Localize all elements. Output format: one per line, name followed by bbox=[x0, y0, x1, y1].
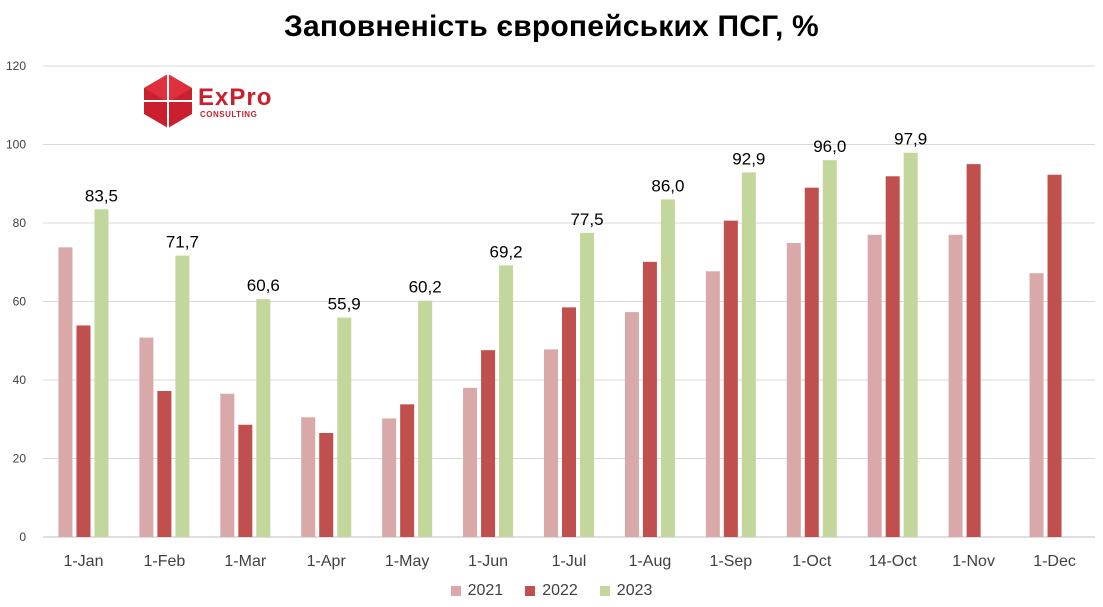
bar-2023-1-Sep bbox=[741, 172, 756, 537]
x-tick-label: 14-Oct bbox=[869, 553, 918, 570]
bar-2021-14-Oct bbox=[867, 234, 882, 537]
expro-logo: ExPro CONSULTING bbox=[140, 72, 300, 130]
x-tick-label: 1-Aug bbox=[629, 553, 672, 570]
bar-2023-1-Jul bbox=[580, 232, 594, 537]
bar-2023-1-Mar bbox=[256, 299, 271, 537]
legend-label: 2022 bbox=[542, 582, 578, 599]
y-tick-label: 40 bbox=[13, 373, 27, 387]
legend-item-2023: 2023 bbox=[599, 582, 653, 600]
data-label: 55,9 bbox=[328, 295, 361, 314]
bar-2022-1-May bbox=[400, 404, 415, 537]
bar-2022-1-Oct bbox=[804, 187, 819, 538]
bar-2023-1-Oct bbox=[822, 160, 837, 537]
bar-2022-1-Dec bbox=[1047, 174, 1062, 537]
bar-2023-1-May bbox=[418, 300, 433, 537]
bar-2022-1-Apr bbox=[319, 432, 334, 537]
y-tick-label: 60 bbox=[13, 295, 27, 309]
y-tick-label: 80 bbox=[13, 216, 27, 230]
bar-2022-1-Aug bbox=[642, 261, 657, 537]
bar-2023-1-Feb bbox=[175, 255, 190, 537]
x-tick-label: 1-Apr bbox=[307, 553, 347, 570]
x-tick-label: 1-Nov bbox=[952, 553, 995, 570]
bar-2021-1-Aug bbox=[624, 312, 639, 537]
legend-label: 2023 bbox=[616, 582, 653, 599]
bar-2022-1-Sep bbox=[723, 220, 738, 537]
bar-2023-1-Apr bbox=[337, 317, 352, 537]
data-label: 71,7 bbox=[166, 233, 199, 252]
y-tick-label: 100 bbox=[6, 138, 26, 152]
x-tick-label: 1-Jan bbox=[63, 553, 103, 570]
bar-2021-1-Sep bbox=[705, 271, 720, 537]
data-label: 60,2 bbox=[409, 278, 442, 297]
data-label: 77,5 bbox=[570, 210, 603, 229]
data-label: 60,6 bbox=[247, 276, 280, 295]
bar-2023-1-Aug bbox=[660, 199, 675, 537]
legend-item-2021: 2021 bbox=[450, 582, 504, 600]
x-tick-label: 1-Jul bbox=[552, 553, 587, 570]
data-label: 69,2 bbox=[490, 242, 523, 261]
data-label: 92,9 bbox=[732, 149, 765, 168]
x-tick-label: 1-Feb bbox=[143, 553, 185, 570]
logo-text: ExPro bbox=[198, 84, 273, 111]
x-tick-label: 1-Oct bbox=[792, 553, 832, 570]
x-tick-label: 1-Jun bbox=[468, 553, 508, 570]
bar-2022-1-Nov bbox=[966, 164, 981, 537]
bar-2021-1-Apr bbox=[301, 417, 316, 537]
bar-2021-1-May bbox=[382, 418, 397, 537]
bar-2023-1-Jan bbox=[94, 209, 109, 537]
bar-2021-1-Jan bbox=[58, 247, 73, 537]
legend-swatch bbox=[450, 586, 461, 596]
bar-2023-14-Oct bbox=[903, 152, 918, 537]
legend-label: 2021 bbox=[467, 582, 504, 599]
bar-2022-1-Jul bbox=[562, 307, 576, 537]
bar-2021-1-Nov bbox=[948, 234, 963, 537]
data-label: 83,5 bbox=[85, 186, 118, 205]
bar-2021-1-Jul bbox=[544, 349, 558, 537]
x-tick-label: 1-Dec bbox=[1033, 553, 1076, 570]
chart-legend: 2021 2022 2023 bbox=[0, 582, 1103, 600]
y-tick-label: 20 bbox=[13, 452, 27, 466]
bar-2022-14-Oct bbox=[885, 176, 900, 538]
x-tick-label: 1-Sep bbox=[709, 553, 752, 570]
data-label: 86,0 bbox=[651, 176, 684, 195]
legend-item-2022: 2022 bbox=[525, 582, 578, 600]
bar-2022-1-Feb bbox=[157, 390, 172, 537]
bar-2021-1-Mar bbox=[220, 393, 235, 537]
bar-2021-1-Dec bbox=[1029, 273, 1044, 537]
x-tick-label: 1-May bbox=[385, 553, 429, 570]
legend-swatch bbox=[525, 586, 536, 596]
y-tick-label: 0 bbox=[19, 530, 26, 544]
logo-subtext: CONSULTING bbox=[200, 110, 258, 119]
bar-2023-1-Jun bbox=[499, 265, 514, 537]
bar-2022-1-Jun bbox=[481, 350, 496, 537]
bar-2022-1-Mar bbox=[238, 424, 253, 537]
bar-2021-1-Oct bbox=[786, 243, 801, 537]
bar-2021-1-Feb bbox=[139, 337, 154, 537]
logo-cube-icon bbox=[144, 74, 192, 128]
data-label: 96,0 bbox=[813, 137, 846, 156]
x-tick-label: 1-Mar bbox=[224, 553, 266, 570]
chart-title: Заповненість європейських ПСГ, % bbox=[284, 10, 819, 43]
bar-2021-1-Jun bbox=[463, 387, 478, 537]
bar-2022-1-Jan bbox=[76, 325, 91, 537]
y-tick-label: 120 bbox=[6, 59, 26, 73]
data-label: 97,9 bbox=[894, 130, 927, 149]
legend-swatch bbox=[599, 586, 610, 596]
